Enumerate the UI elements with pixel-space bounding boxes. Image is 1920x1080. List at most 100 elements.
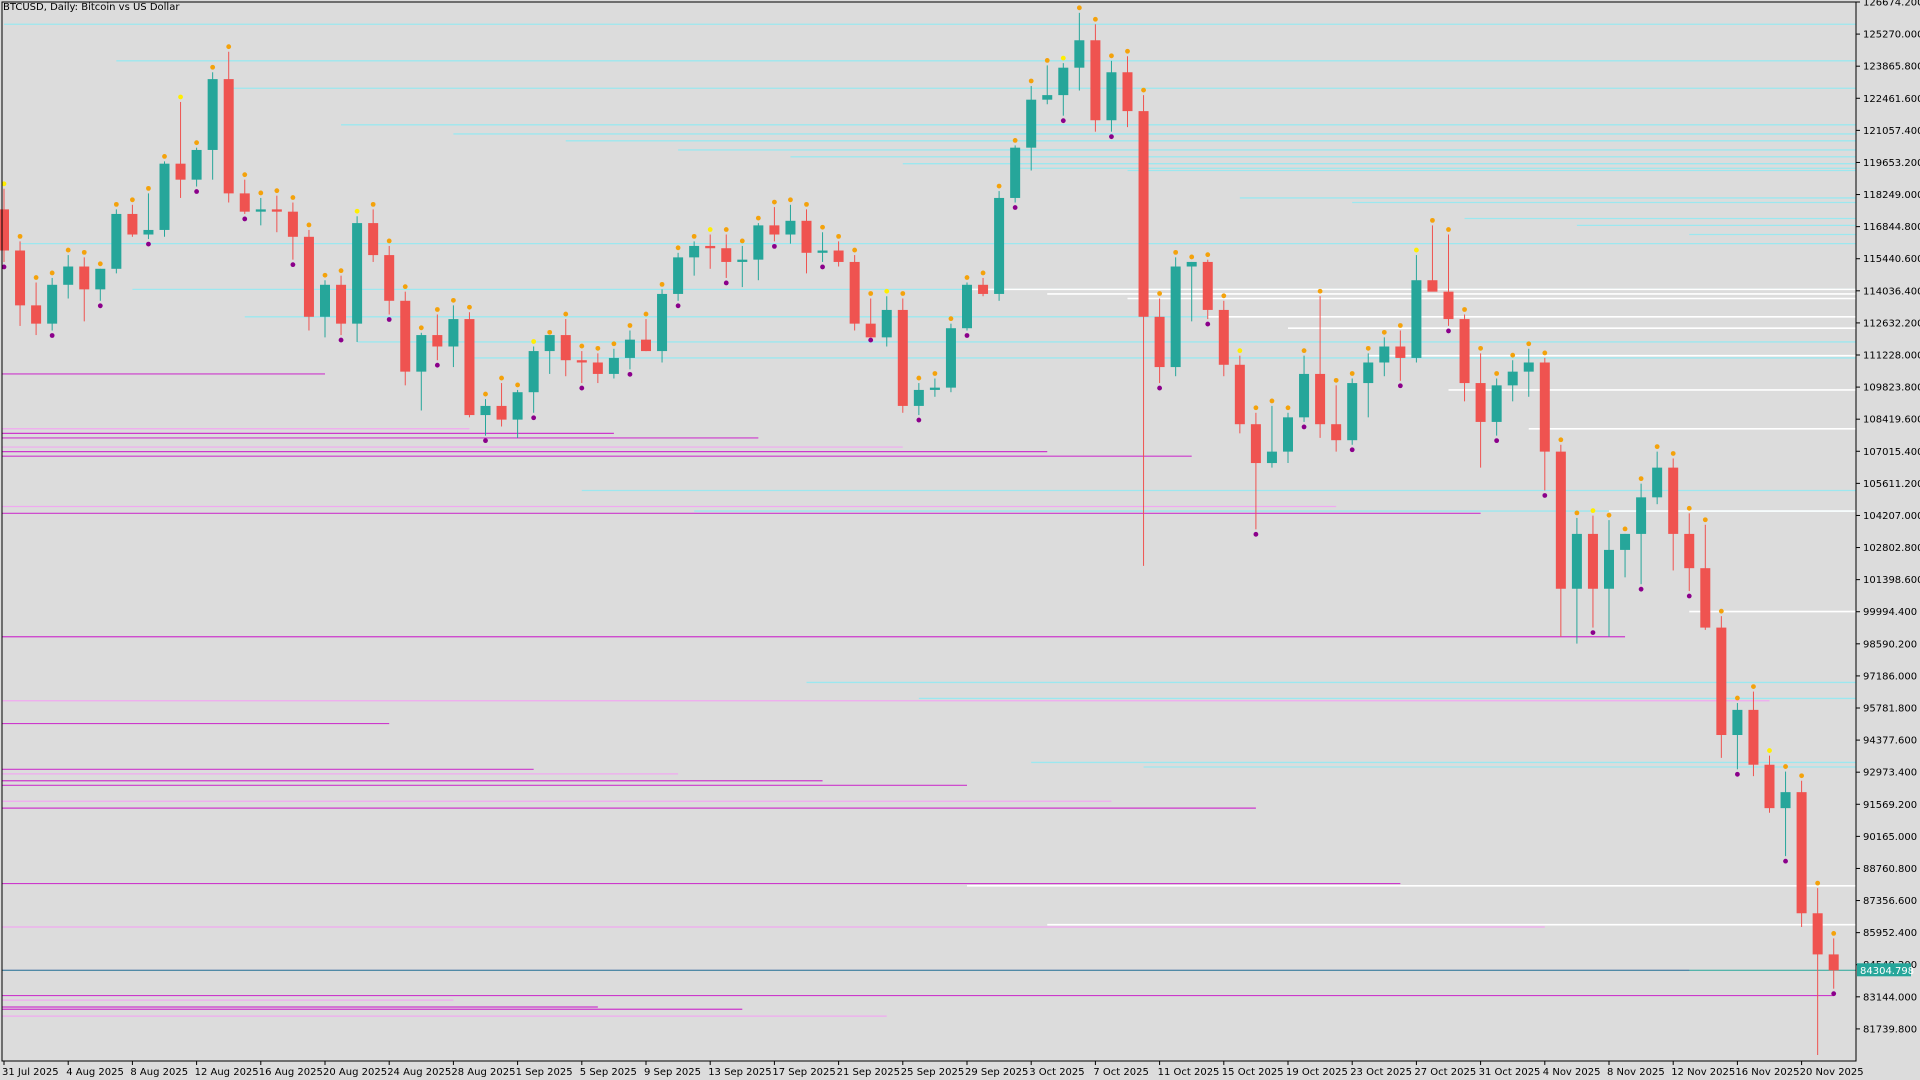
high-marker: [1012, 137, 1018, 143]
high-marker: [290, 195, 296, 200]
high-marker: [1189, 254, 1195, 260]
price-tick-label: 97186.000: [1863, 671, 1917, 682]
candle: [1411, 255, 1422, 363]
candle-body: [1106, 72, 1117, 121]
candle: [47, 277, 58, 331]
low-marker: [1301, 424, 1307, 430]
candle: [528, 346, 539, 413]
high-marker: [1590, 508, 1596, 514]
candle-body: [223, 79, 234, 194]
candle-body: [384, 255, 395, 301]
candle-body: [881, 309, 892, 338]
high-marker: [1141, 87, 1146, 93]
candle-body: [1491, 385, 1502, 422]
candle-body: [1636, 497, 1647, 534]
date-tick-label: 16 Aug 2025: [259, 1067, 323, 1078]
candle: [223, 51, 234, 203]
high-marker: [515, 382, 520, 388]
price-tick-label: 88760.800: [1863, 864, 1917, 875]
candle-body: [0, 209, 9, 251]
candle: [1491, 378, 1502, 436]
high-marker: [1430, 217, 1435, 223]
candle: [1395, 330, 1406, 381]
low-marker: [1638, 586, 1644, 592]
candle: [1523, 348, 1534, 397]
price-tick-label: 104207.000: [1863, 511, 1920, 522]
high-marker: [1157, 291, 1162, 296]
high-marker: [579, 343, 585, 349]
candle: [785, 204, 796, 244]
candle-body: [432, 335, 443, 347]
high-marker: [1125, 48, 1130, 54]
high-marker: [1381, 329, 1387, 335]
candle: [191, 147, 202, 187]
date-tick-label: 27 Oct 2025: [1414, 1067, 1476, 1078]
candle: [63, 255, 74, 299]
candle-body: [464, 319, 475, 416]
candle: [480, 399, 491, 436]
candle: [737, 245, 748, 288]
high-marker: [1462, 307, 1467, 312]
candle-body: [592, 362, 603, 374]
low-marker: [1783, 858, 1788, 864]
candle: [1604, 520, 1614, 637]
price-tick-label: 83144.000: [1863, 992, 1917, 1003]
date-tick-label: 24 Aug 2025: [387, 1067, 451, 1078]
high-marker: [194, 140, 200, 146]
candle-body: [255, 209, 266, 212]
candle: [336, 275, 347, 336]
candle-body: [271, 209, 282, 212]
candle: [705, 234, 716, 269]
price-tick-label: 121057.400: [1863, 126, 1920, 137]
high-marker: [1638, 476, 1644, 482]
high-marker: [707, 227, 713, 232]
candle-body: [1234, 364, 1245, 425]
high-marker: [1767, 748, 1772, 753]
candle-body: [1186, 261, 1197, 267]
candle: [1780, 771, 1791, 857]
price-tick-label: 126674.200: [1863, 0, 1920, 9]
date-tick-label: 31 Oct 2025: [1479, 1067, 1541, 1078]
date-tick-label: 5 Sep 2025: [580, 1067, 637, 1078]
high-marker: [1397, 323, 1403, 328]
high-marker: [932, 371, 938, 376]
candle-body: [576, 360, 587, 363]
high-marker: [1702, 517, 1708, 523]
price-tick-label: 119653.200: [1863, 158, 1920, 169]
price-tick-label: 94377.600: [1863, 736, 1917, 747]
candle: [576, 351, 587, 384]
date-tick-label: 28 Aug 2025: [451, 1067, 515, 1078]
candle-body: [448, 319, 459, 347]
high-marker: [1783, 764, 1788, 769]
candle-body: [1684, 533, 1695, 569]
low-marker: [1349, 447, 1355, 453]
candle: [1652, 451, 1663, 505]
candle: [801, 209, 812, 274]
date-tick-label: 17 Sep 2025: [772, 1067, 835, 1078]
high-marker: [1221, 293, 1227, 299]
high-marker: [996, 183, 1002, 189]
high-marker: [65, 247, 71, 253]
candle-body: [159, 163, 170, 230]
high-marker: [643, 311, 649, 317]
candle: [1764, 755, 1775, 813]
low-marker: [964, 333, 970, 338]
price-tick-label: 102802.800: [1863, 543, 1920, 554]
candle: [271, 195, 282, 233]
candle-body: [1571, 533, 1582, 589]
candle-body: [1780, 792, 1791, 809]
candle-body: [608, 357, 619, 374]
candle-body: [962, 284, 972, 329]
candle-body: [1812, 913, 1823, 955]
date-tick-label: 13 Sep 2025: [708, 1067, 771, 1078]
high-marker: [1109, 53, 1114, 59]
high-marker: [1093, 16, 1098, 22]
candle: [592, 353, 603, 384]
high-marker: [258, 190, 264, 196]
high-marker: [836, 233, 841, 239]
high-marker: [451, 297, 456, 303]
candle: [143, 193, 154, 240]
